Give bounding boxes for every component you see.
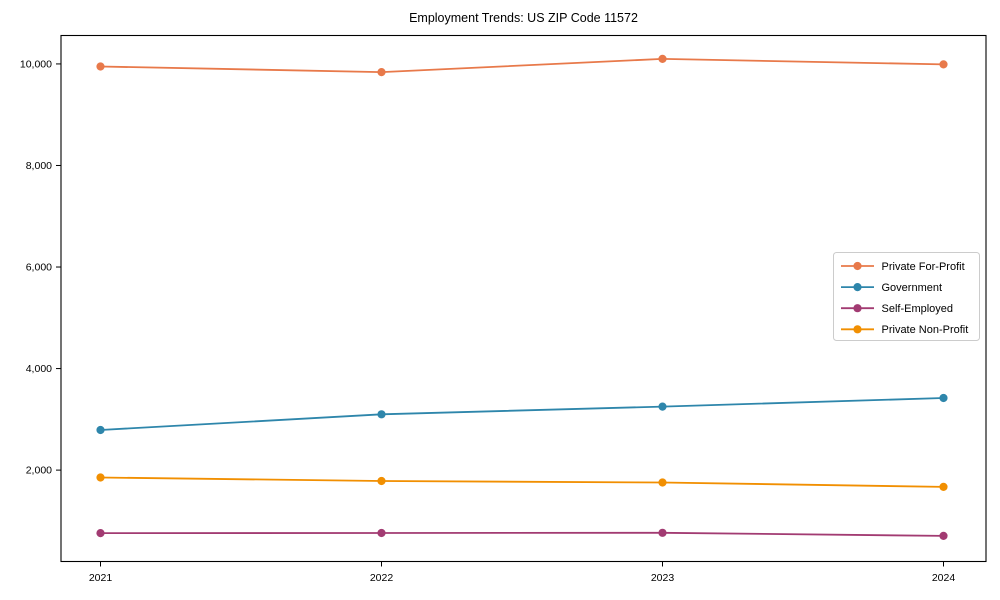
data-point-government-2023 — [658, 402, 667, 411]
legend-label: Private For-Profit — [882, 261, 965, 273]
data-point-self-employed-2021 — [96, 529, 105, 538]
data-point-private-for-profit-2023 — [658, 54, 667, 64]
legend-label: Private Non-Profit — [882, 324, 969, 336]
legend-item-private-for-profit: Private For-Profit — [841, 261, 965, 273]
legend-item-government: Government — [841, 282, 942, 294]
data-point-self-employed-2023 — [658, 528, 667, 537]
series-line-private-for-profit — [100, 57, 944, 74]
x-tick-label: 2021 — [89, 572, 113, 584]
legend-item-self-employed: Self-Employed — [841, 303, 953, 315]
data-point-private-non-profit-2021 — [96, 473, 105, 482]
series-layer — [96, 54, 948, 541]
data-point-government-2021 — [96, 425, 105, 435]
data-point-self-employed-2024 — [939, 531, 948, 541]
y-tick-label: 4,000 — [26, 363, 52, 375]
data-point-private-non-profit-2023 — [658, 478, 667, 487]
legend-marker — [853, 325, 862, 334]
legend-marker — [853, 261, 862, 271]
series-line-government — [100, 397, 944, 431]
data-point-private-for-profit-2021 — [96, 62, 105, 71]
series-line-self-employed — [100, 531, 944, 537]
data-point-private-for-profit-2024 — [939, 60, 948, 69]
x-tick-label: 2024 — [932, 572, 956, 584]
data-point-private-for-profit-2022 — [377, 68, 386, 77]
legend-marker — [853, 304, 862, 313]
legend-box — [833, 252, 980, 341]
legend-item-private-non-profit: Private Non-Profit — [841, 324, 968, 336]
legend: Private For-Profit Government Self-Employe… — [833, 252, 980, 341]
data-point-self-employed-2022 — [377, 528, 386, 538]
legend-marker — [853, 283, 862, 292]
data-point-government-2024 — [939, 393, 948, 403]
legend-label: Government — [882, 282, 943, 294]
data-point-private-non-profit-2024 — [939, 482, 948, 491]
plot-border — [60, 34, 987, 563]
x-tick-label: 2023 — [651, 572, 675, 584]
legend-label: Self-Employed — [882, 303, 954, 315]
y-tick-label: 2,000 — [26, 465, 52, 477]
series-line-private-non-profit — [100, 476, 944, 488]
data-point-government-2022 — [377, 410, 386, 419]
x-tick-label: 2022 — [370, 572, 394, 584]
y-tick-label: 10,000 — [20, 59, 52, 71]
y-axis: 2,000 4,000 6,000 8,000 10,000 — [20, 59, 61, 477]
data-point-private-non-profit-2022 — [377, 476, 386, 486]
y-tick-label: 8,000 — [26, 160, 52, 172]
y-tick-label: 6,000 — [26, 262, 52, 274]
x-axis: 2021 2022 2023 2024 — [89, 561, 956, 584]
chart-title: Employment Trends: US ZIP Code 11572 — [409, 11, 638, 25]
